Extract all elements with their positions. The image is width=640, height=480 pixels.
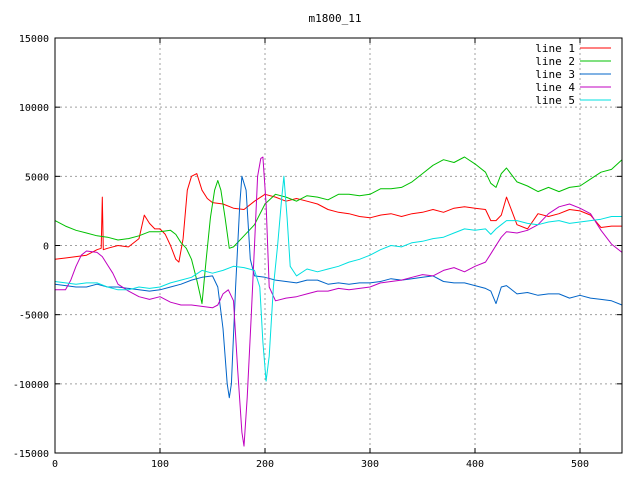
series-layer xyxy=(54,156,623,447)
x-tick-label: 300 xyxy=(361,459,379,470)
ticks-layer: 0 100 200 300 400 500 -15000 -10000 -5000 0 5000 10… xyxy=(13,34,622,470)
legend-label: line 1 xyxy=(535,42,575,55)
x-tick-label: 0 xyxy=(52,459,58,470)
chart-title: m1800_11 xyxy=(309,12,362,25)
series-line-4 xyxy=(55,156,623,447)
y-tick-label: 5000 xyxy=(25,172,49,183)
y-tick-label: 15000 xyxy=(19,34,49,45)
x-tick-label: 100 xyxy=(151,459,169,470)
x-tick-label: 400 xyxy=(466,459,484,470)
x-tick-label: 200 xyxy=(256,459,274,470)
legend-label: line 2 xyxy=(535,55,575,68)
x-tick-label: 500 xyxy=(571,459,589,470)
series-line-5 xyxy=(54,175,622,382)
y-tick-label: -5000 xyxy=(19,311,49,322)
legend-label: line 3 xyxy=(535,68,575,81)
series-line-1 xyxy=(54,173,622,263)
grid-layer xyxy=(55,38,622,453)
legend-label: line 5 xyxy=(535,94,575,107)
y-tick-label: -10000 xyxy=(13,380,49,391)
legend-label: line 4 xyxy=(535,81,575,94)
y-tick-label: 0 xyxy=(43,242,49,253)
series-line-3 xyxy=(54,175,623,399)
y-tick-label: -15000 xyxy=(13,449,49,460)
y-tick-label: 10000 xyxy=(19,103,49,114)
series-line-2 xyxy=(54,156,623,305)
